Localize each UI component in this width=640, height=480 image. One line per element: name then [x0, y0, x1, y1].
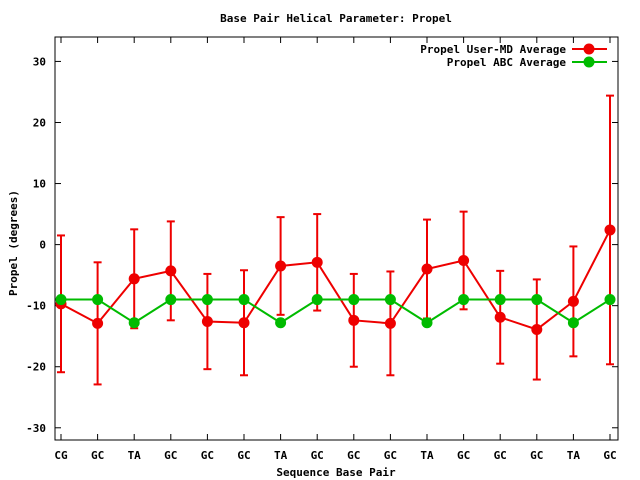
x-tick-label: GC [530, 449, 543, 462]
data-point [348, 294, 360, 306]
data-point [311, 256, 323, 268]
data-point [531, 323, 543, 335]
data-point [55, 294, 67, 306]
x-tick-label: GC [457, 449, 470, 462]
data-point [567, 295, 579, 307]
y-tick-label: 30 [33, 55, 46, 68]
data-point [348, 314, 360, 326]
y-tick-label: 20 [33, 116, 46, 129]
y-tick-label: -30 [26, 422, 46, 435]
legend-swatch-point [583, 56, 595, 68]
legend-label: Propel ABC Average [447, 56, 567, 69]
series-line [60, 229, 611, 331]
data-point [604, 224, 616, 236]
data-point [238, 294, 250, 306]
data-point [458, 294, 470, 306]
y-axis-label: Propel (degrees) [7, 190, 20, 296]
x-axis-label: Sequence Base Pair [276, 466, 396, 479]
x-tick-label: TA [274, 449, 288, 462]
data-point [92, 294, 104, 306]
x-tick-label: GC [91, 449, 104, 462]
data-point [165, 294, 177, 306]
chart-title: Base Pair Helical Parameter: Propel [220, 12, 452, 25]
data-point [384, 294, 396, 306]
series-line [61, 298, 611, 324]
y-tick-label: 0 [39, 239, 46, 252]
data-point [567, 317, 579, 329]
data-point [92, 317, 104, 329]
data-point [238, 317, 250, 329]
x-tick-label: GC [237, 449, 250, 462]
data-point [128, 273, 140, 285]
plot-frame [54, 36, 619, 441]
x-tick-label: GC [201, 449, 214, 462]
legend-swatch-point [583, 43, 595, 55]
data-point [201, 294, 213, 306]
data-point [421, 263, 433, 275]
x-tick-label: CG [54, 449, 68, 462]
data-point [275, 260, 287, 272]
data-point [494, 294, 506, 306]
x-tick-label: GC [603, 449, 616, 462]
x-tick-label: GC [494, 449, 507, 462]
data-point [275, 317, 287, 329]
x-tick-label: TA [128, 449, 142, 462]
data-point [201, 316, 213, 328]
x-tick-label: TA [420, 449, 434, 462]
data-point [458, 254, 470, 266]
x-tick-label: GC [164, 449, 177, 462]
data-point [311, 294, 323, 306]
x-tick-label: GC [311, 449, 324, 462]
data-point [604, 294, 616, 306]
y-tick-label: 10 [33, 178, 46, 191]
data-point [494, 311, 506, 323]
data-point [384, 317, 396, 329]
y-tick-label: -10 [26, 300, 46, 313]
data-point [165, 265, 177, 277]
legend-label: Propel User-MD Average [420, 43, 566, 56]
data-point [128, 317, 140, 329]
data-point [421, 317, 433, 329]
x-tick-label: GC [347, 449, 360, 462]
x-tick-label: GC [384, 449, 397, 462]
x-tick-label: TA [567, 449, 581, 462]
data-point [531, 294, 543, 306]
y-tick-label: -20 [26, 361, 46, 374]
